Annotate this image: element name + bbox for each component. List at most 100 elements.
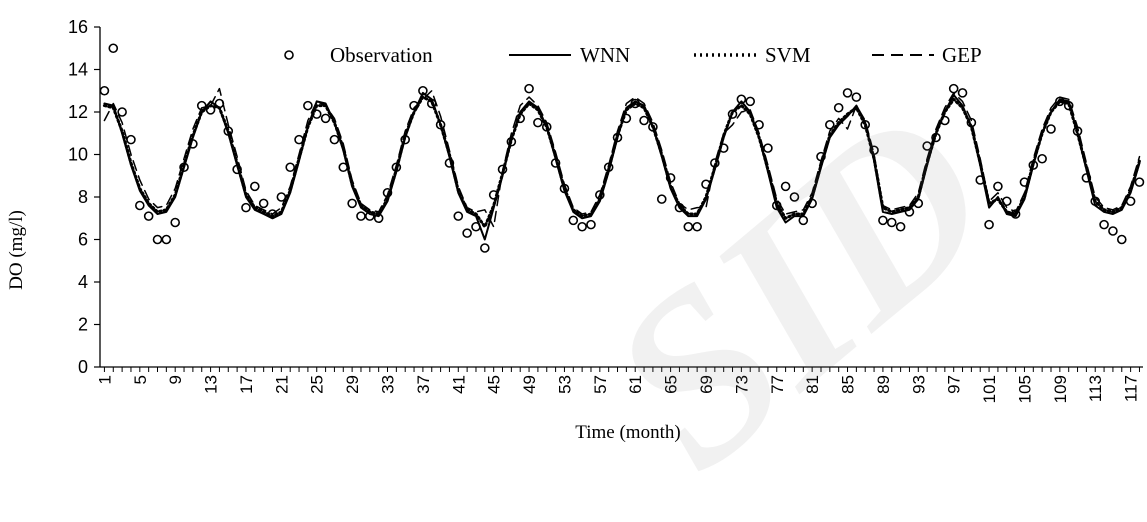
x-tick-label: 65 — [662, 375, 681, 394]
observation-point — [435, 119, 446, 130]
x-tick-label: 85 — [839, 375, 858, 394]
observation-point — [1099, 219, 1109, 230]
observation-point — [1116, 234, 1127, 245]
observation-point — [807, 198, 817, 209]
observation-point — [780, 181, 791, 192]
x-tick-label: 117 — [1122, 375, 1141, 402]
observation-point — [356, 211, 366, 221]
legend-label: Observation — [330, 43, 433, 67]
observation-point — [692, 221, 702, 232]
observation-point — [763, 143, 773, 153]
observation-point — [639, 115, 649, 126]
observation-point — [303, 100, 313, 111]
observation-point — [426, 98, 437, 109]
observation-point — [152, 234, 163, 245]
x-tick-label: 69 — [697, 375, 716, 394]
observation-point — [1046, 124, 1056, 134]
x-tick-label: 1 — [95, 375, 114, 384]
x-tick-label: 49 — [520, 375, 539, 394]
x-tick-label: 21 — [272, 375, 291, 394]
observation-point — [630, 98, 641, 109]
y-tick-label: 0 — [78, 357, 88, 377]
observation-point — [1063, 100, 1074, 111]
observation-point — [1134, 177, 1145, 187]
legend: Observation WNN SVM GEP — [284, 43, 982, 67]
observation-point — [1037, 153, 1047, 164]
x-tick-label: 41 — [449, 375, 468, 394]
observation-point — [984, 219, 994, 230]
x-tick-label: 97 — [945, 375, 964, 394]
observation-point — [586, 219, 596, 230]
observation-point — [223, 126, 234, 136]
observation-point — [860, 119, 871, 130]
x-tick-label: 9 — [166, 375, 185, 384]
observation-point — [444, 158, 455, 168]
observation-point — [568, 215, 579, 226]
x-tick-label: 33 — [379, 375, 398, 394]
observation-point — [365, 211, 375, 221]
y-axis-label: DO (mg/l) — [6, 210, 27, 290]
x-tick-label: 29 — [343, 375, 362, 394]
observation-point — [1028, 160, 1039, 170]
observation-point — [285, 162, 295, 173]
observation-point — [683, 221, 694, 232]
observation-point — [869, 145, 879, 156]
x-tick-label: 53 — [555, 375, 574, 394]
observation-point — [126, 134, 136, 145]
y-tick-label: 2 — [78, 315, 88, 335]
observation-point — [754, 119, 764, 130]
observation-point — [250, 181, 260, 192]
observation-point — [506, 136, 517, 147]
observation-point — [842, 88, 853, 98]
x-tick-label: 17 — [237, 375, 256, 394]
legend-label: GEP — [942, 43, 982, 67]
observation-point — [1081, 173, 1092, 183]
observation-point — [993, 181, 1003, 192]
observation-point — [311, 109, 322, 119]
x-tick-label: 93 — [909, 375, 928, 394]
x-tick-label: 5 — [131, 375, 150, 384]
observation-point — [674, 202, 685, 213]
observation-point — [196, 100, 207, 111]
observation-point — [471, 221, 481, 232]
observation-point — [161, 234, 172, 245]
observation-point — [621, 113, 632, 124]
observation-point — [718, 143, 729, 153]
x-tick-label: 105 — [1015, 375, 1034, 403]
y-tick-label: 16 — [68, 17, 88, 37]
observation-point — [966, 117, 977, 128]
observation-point — [135, 200, 145, 211]
x-tick-label: 73 — [732, 375, 751, 394]
observation-point — [338, 162, 349, 173]
y-tick-label: 10 — [68, 145, 88, 165]
observation-point — [320, 113, 331, 124]
observation-point — [895, 221, 906, 232]
observation-point — [975, 175, 986, 185]
observation-point — [948, 83, 959, 94]
observation-point — [453, 211, 464, 221]
observation-point — [480, 243, 490, 253]
observation-point — [1010, 209, 1021, 219]
observation-point — [329, 134, 340, 145]
observation-point — [603, 162, 614, 173]
observation-point — [497, 164, 508, 175]
x-tick-label: 57 — [591, 375, 610, 394]
observation-point — [515, 113, 526, 124]
observation-point — [179, 162, 189, 173]
observation-point — [1055, 96, 1065, 107]
observation-point — [241, 202, 251, 213]
observation-point — [957, 88, 968, 98]
x-tick-label: 45 — [485, 375, 504, 394]
observation-point — [559, 183, 570, 194]
x-tick-label: 25 — [308, 375, 327, 394]
observation-point — [550, 158, 561, 168]
observation-point — [1001, 196, 1012, 207]
x-tick-label: 61 — [626, 375, 645, 394]
observation-point — [913, 198, 924, 209]
observation-point — [665, 173, 676, 183]
observation-point — [258, 198, 269, 209]
x-tick-label: 89 — [874, 375, 893, 394]
observation-point — [922, 141, 932, 151]
